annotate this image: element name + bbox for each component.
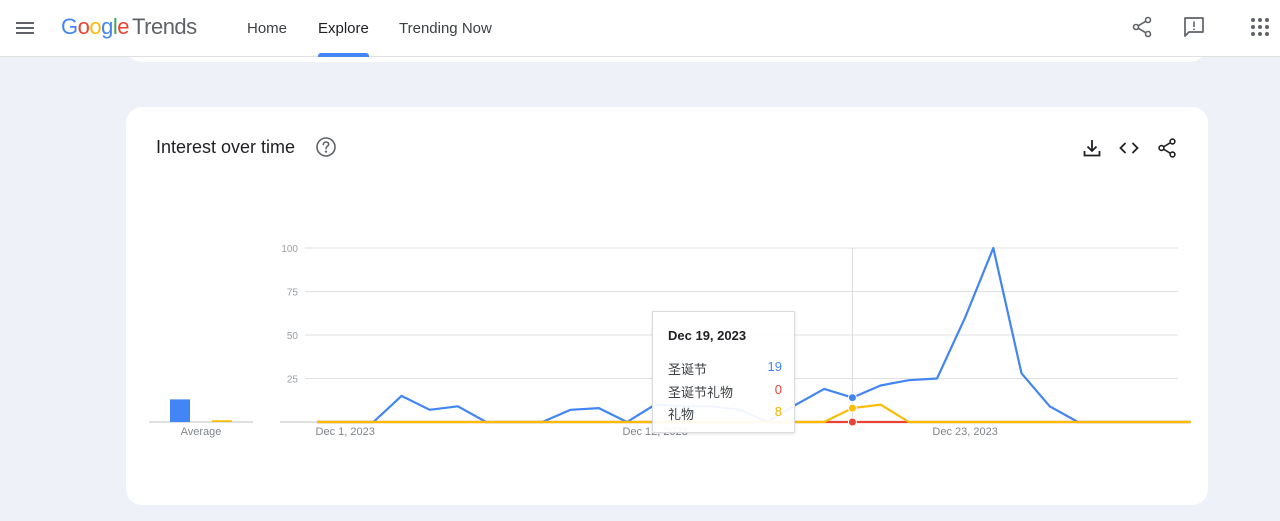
card-title: Interest over time [156, 137, 296, 157]
x-tick-label: Dec 1, 2023 [316, 426, 375, 438]
tooltip-value: 0 [774, 382, 782, 397]
hover-point [847, 393, 857, 403]
y-tick-label: 50 [287, 331, 299, 342]
logo-letter: e [117, 14, 130, 39]
tooltip-value: 19 [767, 359, 782, 374]
x-tick-label: Dec 23, 2023 [932, 426, 997, 438]
hover-point [847, 417, 857, 427]
average-chart: Average [149, 399, 253, 438]
logo-letter: G [61, 14, 78, 39]
help-icon[interactable] [315, 136, 337, 158]
tab-home[interactable]: Home [247, 20, 288, 37]
average-bar [212, 420, 232, 422]
tooltip-row: 圣诞节礼物 0 [668, 382, 782, 401]
tab-explore[interactable]: Explore [318, 20, 369, 37]
tooltip-term: 圣诞节礼物 [668, 386, 734, 401]
hover-point [847, 403, 857, 413]
average-label: Average [181, 426, 222, 438]
tooltip-value: 8 [774, 404, 782, 419]
share-chart-icon[interactable] [1156, 137, 1178, 159]
apps-grid-icon[interactable] [1248, 15, 1272, 39]
chart-tooltip: Dec 19, 2023 圣诞节 19 圣诞节礼物 0 礼物 8 [652, 311, 795, 433]
active-tab-indicator [318, 53, 369, 57]
hamburger-menu-icon[interactable] [14, 17, 36, 39]
tooltip-term: 圣诞节 [668, 363, 708, 378]
y-tick-label: 25 [287, 375, 299, 386]
logo-trends-text: Trends [132, 14, 197, 39]
tooltip-term: 礼物 [668, 408, 695, 423]
y-tick-label: 75 [287, 288, 299, 299]
tooltip-row: 礼物 8 [668, 404, 782, 423]
hover-markers [847, 393, 857, 427]
interest-over-time-card: Interest over time [126, 107, 1208, 505]
average-bar [170, 399, 190, 422]
tab-trending-now[interactable]: Trending Now [399, 20, 492, 37]
tooltip-date: Dec 19, 2023 [668, 328, 747, 343]
tooltip-row: 圣诞节 19 [668, 359, 782, 378]
logo-letter: o [77, 14, 90, 39]
logo-letter: l [112, 14, 118, 39]
feedback-icon[interactable] [1182, 15, 1206, 39]
share-icon[interactable] [1130, 15, 1154, 39]
y-tick-label: 100 [281, 244, 298, 255]
download-icon[interactable] [1081, 137, 1103, 159]
logo-letter: g [101, 14, 113, 39]
embed-code-icon[interactable] [1118, 137, 1140, 159]
logo-letter: o [89, 14, 102, 39]
